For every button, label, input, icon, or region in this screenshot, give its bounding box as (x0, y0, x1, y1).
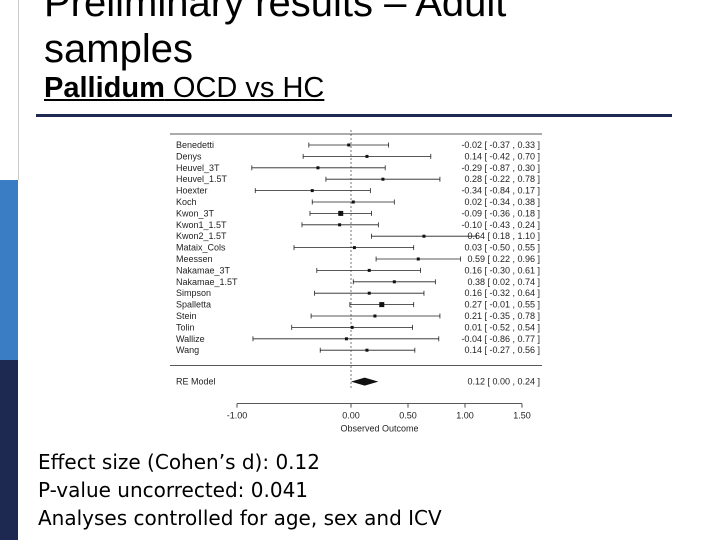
slide-title: Preliminary results – Adult samples (44, 0, 506, 72)
effect-ci-label: 0.14 [ -0.42 , 0.70 ] (464, 151, 540, 161)
effect-ci-label: 0.03 [ -0.50 , 0.55 ] (464, 243, 540, 253)
summary-diamond (351, 377, 379, 386)
effect-point (367, 268, 371, 272)
slide-title-line2: samples (44, 27, 193, 71)
effect-ci-label: -0.02 [ -0.37 , 0.33 ] (461, 140, 540, 150)
slide-subtitle: Pallidum OCD vs HC (44, 70, 324, 106)
left-accent-bar-top (0, 0, 18, 180)
study-name-label: Heuvel_1.5T (176, 174, 228, 184)
effect-ci-label: -0.09 [ -0.36 , 0.18 ] (461, 208, 540, 218)
x-tick-label: 1.00 (456, 411, 474, 421)
effect-point (392, 280, 396, 284)
effect-ci-label: 0.21 [ -0.35 , 0.78 ] (464, 311, 540, 321)
x-tick-label: 1.50 (513, 411, 531, 421)
study-name-label: Mataix_Cols (176, 243, 226, 253)
study-name-label: Nakamae_3T (176, 265, 231, 275)
effect-point (338, 223, 342, 227)
effect-point (316, 166, 320, 170)
effect-ci-label: 0.27 [ -0.01 , 0.55 ] (464, 300, 540, 310)
study-name-label: Denys (176, 151, 202, 161)
effect-point (338, 210, 344, 216)
x-axis-label: Observed Outcome (340, 424, 418, 434)
study-name-label: Tolin (176, 322, 195, 332)
effect-point (381, 177, 385, 181)
effect-ci-label: 0.02 [ -0.34 , 0.38 ] (464, 197, 540, 207)
subtitle-comparison: OCD vs HC (164, 72, 325, 104)
x-tick-label: 0.50 (399, 411, 417, 421)
effect-ci-label: 0.01 [ -0.52 , 0.54 ] (464, 322, 540, 332)
effect-size-note: Effect size (Cohen’s d): 0.12 (38, 450, 320, 474)
study-name-label: Nakamae_1.5T (176, 277, 238, 287)
left-divider-line (18, 0, 19, 180)
effect-ci-label: 0.16 [ -0.32 , 0.64 ] (464, 288, 540, 298)
x-tick-label: -1.00 (227, 411, 248, 421)
study-name-label: Simpson (176, 288, 211, 298)
study-name-label: Wang (176, 345, 199, 355)
effect-point (367, 291, 371, 295)
results-notes: Effect size (Cohen’s d): 0.12 P-value un… (38, 448, 442, 532)
controls-note: Analyses controlled for age, sex and ICV (38, 506, 442, 530)
study-name-label: Koch (176, 197, 197, 207)
subtitle-region: Pallidum (44, 72, 165, 104)
effect-point (347, 143, 351, 147)
study-name-label: Benedetti (176, 140, 214, 150)
study-name-label: Spalletta (176, 300, 211, 310)
left-accent-bar-blue (0, 180, 18, 360)
effect-point (365, 154, 369, 158)
effect-point (350, 325, 354, 329)
effect-point (365, 348, 369, 352)
study-name-label: Wallize (176, 334, 205, 344)
effect-point (422, 234, 426, 238)
effect-ci-label: 0.64 [ 0.18 , 1.10 ] (467, 231, 540, 241)
effect-point (344, 337, 348, 341)
study-name-label: Heuvel_3T (176, 163, 220, 173)
effect-ci-label: -0.10 [ -0.43 , 0.24 ] (461, 220, 540, 230)
effect-point (416, 257, 420, 261)
effect-point (373, 314, 377, 318)
effect-ci-label: -0.34 [ -0.84 , 0.17 ] (461, 186, 540, 196)
effect-ci-label: 0.59 [ 0.22 , 0.96 ] (467, 254, 540, 264)
study-name-label: Kwon1_1.5T (176, 220, 227, 230)
study-name-label: Kwon2_1.5T (176, 231, 227, 241)
effect-ci-label: 0.28 [ -0.22 , 0.78 ] (464, 174, 540, 184)
study-name-label: Meessen (176, 254, 213, 264)
effect-point (310, 189, 314, 193)
x-tick-label: 0.00 (342, 411, 360, 421)
effect-ci-label: 0.14 [ -0.27 , 0.56 ] (464, 345, 540, 355)
effect-point (379, 302, 385, 308)
forest-plot: Benedetti -0.02 [ -0.37 , 0.33 ] Denys 0.14… (170, 130, 542, 434)
slide-title-line1: Preliminary results – Adult (44, 0, 507, 25)
study-name-label: Stein (176, 311, 197, 321)
effect-point (352, 246, 356, 250)
effect-ci-label: 0.38 [ 0.02 , 0.74 ] (467, 277, 540, 287)
study-name-label: Kwon_3T (176, 208, 215, 218)
effect-ci-label: -0.04 [ -0.86 , 0.77 ] (461, 334, 540, 344)
effect-ci-label: 0.16 [ -0.30 , 0.61 ] (464, 265, 540, 275)
p-value-note: P-value uncorrected: 0.041 (38, 478, 309, 502)
summary-name-label: RE Model (176, 377, 216, 387)
study-name-label: Hoexter (176, 186, 208, 196)
summary-ci-label: 0.12 [ 0.00 , 0.24 ] (467, 377, 540, 387)
title-underline-rule (36, 114, 672, 117)
effect-point (351, 200, 355, 204)
left-accent-bar-navy (0, 360, 18, 540)
effect-ci-label: -0.29 [ -0.87 , 0.30 ] (461, 163, 540, 173)
